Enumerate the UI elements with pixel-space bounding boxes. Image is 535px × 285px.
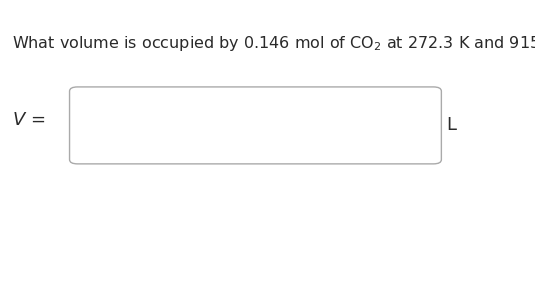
Text: $V$ =: $V$ = bbox=[12, 111, 45, 129]
Text: L: L bbox=[447, 116, 457, 135]
Text: What volume is occupied by 0.146 mol of CO$_2$ at 272.3 K and 915 mmHg?: What volume is occupied by 0.146 mol of … bbox=[12, 34, 535, 53]
FancyBboxPatch shape bbox=[70, 87, 441, 164]
